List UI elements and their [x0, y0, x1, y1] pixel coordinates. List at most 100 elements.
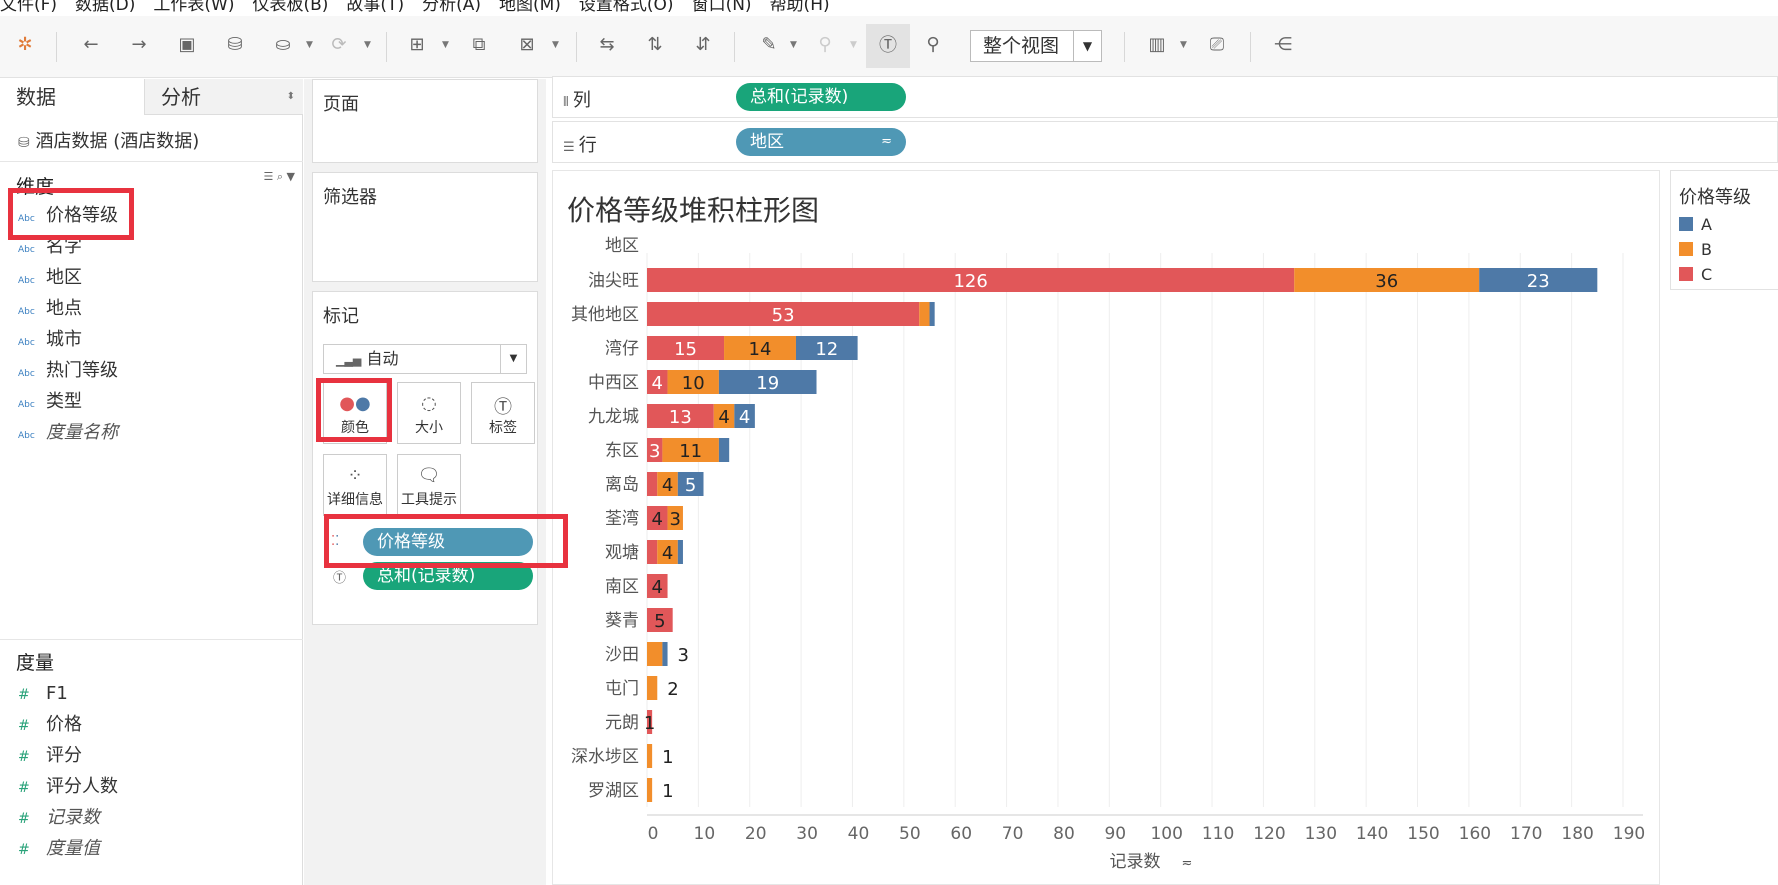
rows-pill-region[interactable]: 地区 ≂	[736, 128, 906, 156]
measures-title: 度量	[16, 652, 55, 674]
tooltip-button[interactable]: 🗨 工具提示	[397, 454, 461, 516]
mark-type-select[interactable]: ▁▃▅ 自动 ▼	[323, 344, 527, 374]
save-icon[interactable]: ▣	[178, 34, 196, 55]
bar-segment	[657, 540, 678, 564]
search-icon[interactable]: ⌕	[276, 170, 284, 183]
legend-item[interactable]: C	[1679, 265, 1712, 284]
dimension-field[interactable]: Abc 价格等级	[18, 202, 118, 230]
measure-field[interactable]: # 记录数	[18, 804, 100, 832]
measure-field[interactable]: # F1	[18, 680, 68, 708]
columns-shelf[interactable]: ⦀ 列 总和(记录数)	[552, 76, 1778, 118]
color-button-label: 颜色	[341, 420, 369, 436]
toolbar-divider	[56, 32, 57, 62]
menu-item[interactable]: 仪表板(B)	[252, 0, 329, 15]
dimension-field[interactable]: Abc 热门等级	[18, 357, 118, 385]
show-cards-icon[interactable]: ▥	[1148, 34, 1166, 55]
new-worksheet-icon[interactable]: ⊞	[409, 34, 425, 55]
dimension-field[interactable]: Abc 名字	[18, 233, 82, 261]
bar-value-label: 4	[739, 407, 750, 428]
chevron-down-icon[interactable]: ▼	[1073, 31, 1101, 61]
sort-icon[interactable]: ≂	[881, 134, 892, 149]
menu-item[interactable]: 分析(A)	[422, 0, 481, 15]
data-pane: 数据 分析 ⬍ ⛁ 酒店数据 (酒店数据) 维度 ☰ ⌕ ▼ Abc 价格等级 Ab…	[0, 79, 303, 885]
fix-axes-icon[interactable]: ⚲	[926, 34, 940, 55]
chevron-down-icon[interactable]: ▼	[306, 40, 313, 50]
menu-item[interactable]: 窗口(N)	[691, 0, 752, 15]
swap-rows-columns-icon[interactable]: ⇆	[599, 34, 615, 55]
menu-item[interactable]: 设置格式(O)	[578, 0, 674, 15]
legend-item[interactable]: B	[1679, 240, 1712, 259]
category-label: 沙田	[605, 645, 639, 665]
sort-descending-icon[interactable]: ⇵	[695, 34, 711, 55]
chart-title: 价格等级堆积柱形图	[567, 194, 820, 227]
filters-card[interactable]: 筛选器	[312, 172, 538, 282]
bar-value-label: 53	[772, 305, 795, 326]
measure-field[interactable]: # 度量值	[18, 835, 100, 863]
dimension-field[interactable]: Abc 类型	[18, 388, 82, 416]
x-tick-label: 60	[950, 824, 972, 844]
chevron-down-icon[interactable]: ▼	[442, 40, 449, 50]
chevron-down-icon[interactable]: ▼	[364, 40, 371, 50]
menu-item[interactable]: 地图(M)	[498, 0, 561, 15]
group-members-icon[interactable]: ⚲	[818, 34, 832, 55]
highlight-icon[interactable]: ✎	[761, 34, 777, 55]
chevron-down-icon[interactable]: ▼	[500, 345, 526, 373]
bar-value-label: 23	[1527, 271, 1550, 292]
dimension-field[interactable]: Abc 度量名称	[18, 419, 118, 447]
legend-item[interactable]: A	[1679, 215, 1712, 234]
bar-value-label: 36	[1375, 271, 1398, 292]
menu-item[interactable]: 帮助(H)	[769, 0, 830, 15]
measure-field[interactable]: # 价格	[18, 711, 82, 739]
string-type-icon: Abc	[18, 431, 35, 441]
dimension-field[interactable]: Abc 地点	[18, 295, 82, 323]
tab-analysis[interactable]: 分析 ⬍	[145, 79, 303, 115]
duplicate-sheet-icon[interactable]: ⧉	[472, 34, 486, 55]
dimension-field[interactable]: Abc 地区	[18, 264, 82, 292]
presentation-mode-icon[interactable]: ⎚	[1209, 34, 1225, 55]
cards-pane: 页面 筛选器 标记 ▁▃▅ 自动 ▼ ●● 颜色 ◌ 大小 Ⓣ 标签 ⁘ 详细信…	[304, 79, 546, 885]
chevron-down-icon[interactable]: ▼	[790, 40, 797, 50]
menu-item[interactable]: 数据(D)	[75, 0, 136, 15]
pages-card[interactable]: 页面	[312, 79, 538, 163]
chevron-down-icon[interactable]: ▼	[552, 40, 559, 50]
bar-segment	[647, 336, 725, 360]
datasource-item[interactable]: ⛁ 酒店数据 (酒店数据)	[18, 127, 199, 153]
tableau-logo-icon[interactable]: ✲	[17, 34, 33, 55]
color-pill-price-grade[interactable]: 价格等级	[363, 528, 533, 556]
category-label: 油尖旺	[588, 271, 639, 291]
category-label: 九龙城	[588, 407, 639, 427]
tab-data[interactable]: 数据	[0, 79, 145, 115]
menu-item[interactable]: 文件(F)	[0, 0, 58, 15]
chevron-down-icon[interactable]: ▼	[1180, 40, 1187, 50]
measure-field[interactable]: # 评分	[18, 742, 82, 770]
share-icon[interactable]: ⋲	[1274, 34, 1292, 55]
undo-icon[interactable]: ←	[83, 34, 99, 55]
bar-segment	[647, 404, 714, 428]
chevron-down-icon[interactable]: ▼	[850, 40, 857, 50]
dimension-field[interactable]: Abc 城市	[18, 326, 82, 354]
measure-field[interactable]: # 评分人数	[18, 773, 118, 801]
new-datasource-icon[interactable]: ⛁	[227, 34, 243, 55]
sort-ascending-icon[interactable]: ⇅	[647, 34, 663, 55]
category-label: 屯门	[605, 679, 639, 699]
view-list-icon[interactable]: ☰	[263, 170, 274, 183]
bar-value-label: 5	[654, 611, 665, 632]
chevron-down-icon[interactable]: ▼	[286, 170, 295, 183]
columns-pill-sum-records[interactable]: 总和(记录数)	[736, 83, 906, 111]
color-button[interactable]: ●● 颜色	[323, 382, 387, 444]
rows-shelf[interactable]: ☰ 行 地区 ≂	[552, 121, 1778, 163]
redo-icon[interactable]: →	[131, 34, 147, 55]
detail-button[interactable]: ⁘ 详细信息	[323, 454, 387, 516]
view-mode-select[interactable]: 整个视图 ▼	[970, 30, 1102, 62]
pause-updates-icon[interactable]: ⛀	[275, 34, 291, 55]
menu-item[interactable]: 工作表(W)	[153, 0, 235, 15]
size-button[interactable]: ◌ 大小	[397, 382, 461, 444]
label-button[interactable]: Ⓣ 标签	[471, 382, 535, 444]
clear-sheet-icon[interactable]: ⊠	[519, 34, 535, 55]
show-mark-labels-icon[interactable]: Ⓣ	[866, 24, 910, 68]
refresh-icon[interactable]: ⟳	[331, 34, 347, 55]
menu-item[interactable]: 故事(T)	[346, 0, 405, 15]
label-pill-sum-records[interactable]: 总和(记录数)	[363, 562, 533, 590]
sort-toggle-icon[interactable]: ⬍	[286, 91, 295, 102]
